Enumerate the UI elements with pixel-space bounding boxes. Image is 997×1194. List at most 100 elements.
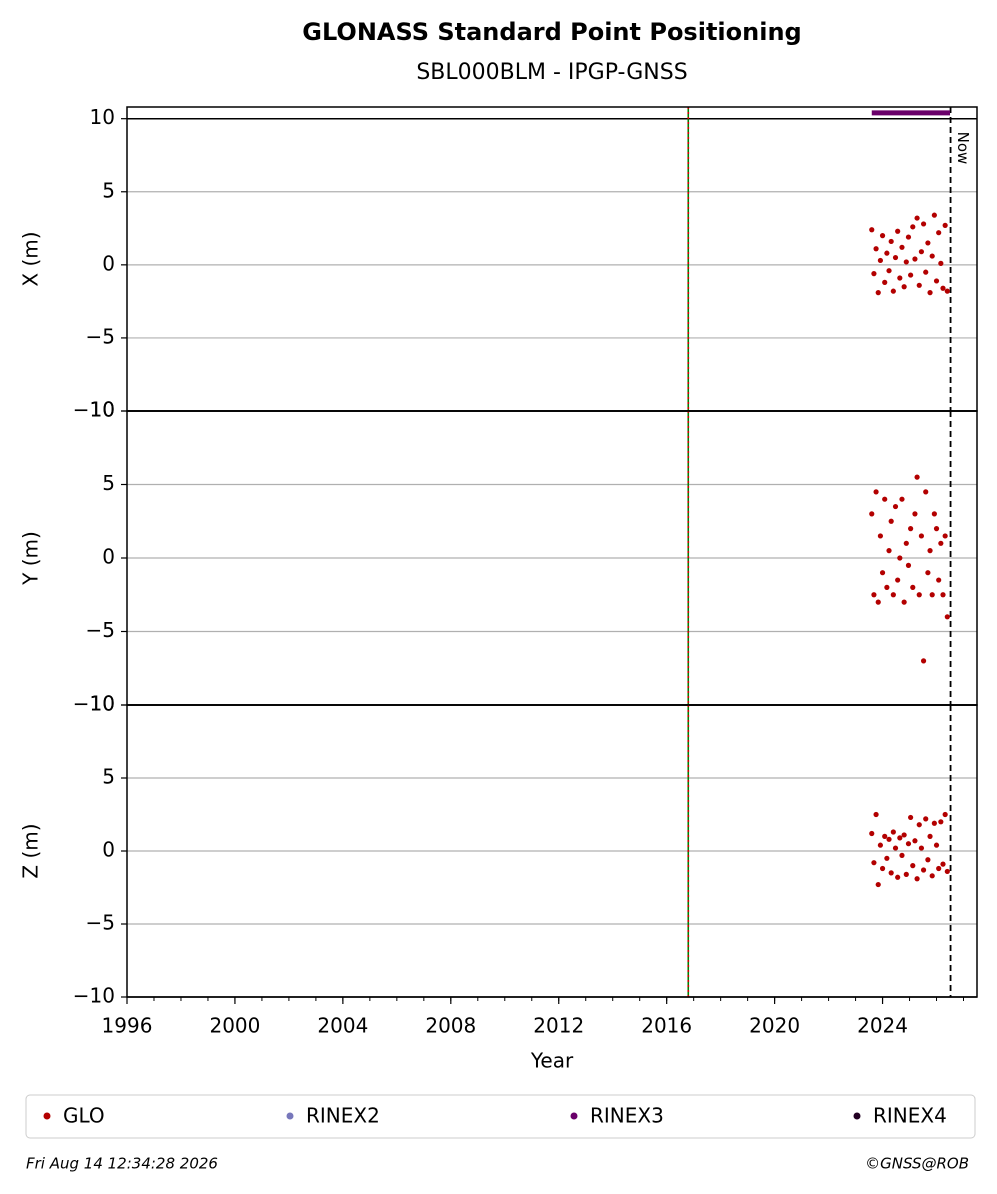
glo-point (879, 233, 886, 239)
glo-point (923, 816, 929, 822)
glo-point (942, 533, 948, 539)
glo-point (877, 533, 883, 539)
x-axis-label: Year (530, 1049, 574, 1073)
glo-point (873, 811, 879, 818)
y-tick-label: 0 (102, 545, 115, 569)
x-tick-label: 2000 (209, 1014, 260, 1038)
y-tick-label: −5 (86, 618, 115, 642)
glo-point (871, 860, 877, 866)
glo-point (920, 658, 927, 664)
legend-marker (43, 1112, 51, 1120)
glo-point (903, 540, 909, 546)
glo-point (925, 570, 931, 576)
glo-point (918, 845, 925, 851)
glo-point (886, 268, 892, 274)
y-tick-label: −10 (73, 984, 115, 1008)
y-tick-label: 5 (102, 178, 115, 202)
x-tick-label: 1996 (102, 1014, 153, 1038)
glo-point (888, 518, 894, 524)
glo-point (912, 838, 918, 844)
x-tick-label: 2024 (857, 1014, 908, 1038)
glo-point (897, 835, 903, 841)
glo-point (895, 874, 901, 880)
glo-point (899, 244, 905, 250)
glo-point (914, 474, 920, 480)
glo-point (895, 577, 901, 583)
glo-point (871, 592, 877, 598)
glo-point (931, 820, 937, 826)
glo-point (925, 857, 931, 863)
glo-point (869, 227, 875, 233)
glo-point (892, 254, 899, 261)
glo-point (899, 496, 905, 502)
glo-point (905, 234, 912, 240)
glo-point (884, 855, 890, 861)
glo-point (916, 822, 922, 828)
glo-point (899, 852, 905, 858)
credit: ©GNSS@ROB (865, 1155, 969, 1173)
glo-point (942, 811, 948, 818)
legend-marker (286, 1112, 294, 1120)
y-tick-label: 5 (102, 765, 115, 789)
x-tick-label: 2016 (641, 1014, 692, 1038)
glo-point (923, 269, 929, 275)
glo-point (929, 873, 935, 879)
glo-point (892, 845, 899, 851)
glo-point (914, 215, 920, 221)
glo-point (908, 526, 914, 532)
glo-point (923, 489, 929, 495)
glo-point (897, 275, 903, 281)
glo-point (933, 526, 940, 532)
glo-point (910, 584, 916, 591)
glo-point (938, 540, 944, 546)
glo-point (901, 832, 907, 838)
glo-point (925, 240, 931, 246)
y-tick-label: −10 (73, 692, 115, 716)
glo-point (944, 288, 950, 294)
y-tick-label: 0 (102, 838, 115, 862)
glo-point (931, 212, 937, 218)
glo-point (938, 260, 944, 266)
glo-point (875, 290, 881, 296)
x-tick-label: 2012 (533, 1014, 584, 1038)
glo-point (936, 865, 942, 872)
glo-point (916, 592, 922, 598)
glo-point (916, 282, 922, 288)
legend-marker (570, 1112, 578, 1120)
y-axis-label: X (m) (19, 231, 43, 286)
now-label: Now (954, 132, 972, 165)
glo-point (942, 222, 948, 228)
legend-label: RINEX3 (590, 1104, 664, 1128)
glo-point (927, 833, 933, 840)
x-tick-label: 2020 (749, 1014, 800, 1038)
chart-subtitle: SBL000BLM - IPGP-GNSS (416, 60, 687, 85)
glo-point (877, 257, 883, 264)
glo-point (882, 496, 888, 502)
glo-point (895, 228, 901, 234)
glo-point (901, 284, 907, 290)
glo-point (892, 503, 899, 510)
timestamp: Fri Aug 14 12:34:28 2026 (26, 1155, 218, 1173)
glo-point (873, 246, 879, 252)
glo-point (869, 830, 875, 837)
glo-point (914, 876, 920, 882)
glo-point (908, 272, 914, 278)
legend-label: GLO (63, 1104, 105, 1128)
glo-point (901, 599, 907, 605)
glo-point (903, 871, 909, 877)
glo-point (886, 836, 892, 842)
glo-point (940, 861, 946, 867)
glo-point (910, 863, 916, 869)
x-tick-label: 2008 (425, 1014, 476, 1038)
y-axis-label: Y (m) (19, 531, 43, 586)
y-tick-label: −5 (86, 324, 115, 348)
glo-point (879, 570, 886, 576)
glo-point (933, 278, 940, 284)
glo-point (888, 238, 894, 245)
y-tick-label: −10 (73, 398, 115, 422)
glo-point (886, 548, 892, 554)
panel-frame (126, 704, 978, 998)
glo-point (933, 842, 940, 848)
x-tick-label: 2004 (317, 1014, 368, 1038)
y-tick-label: 10 (90, 692, 115, 716)
